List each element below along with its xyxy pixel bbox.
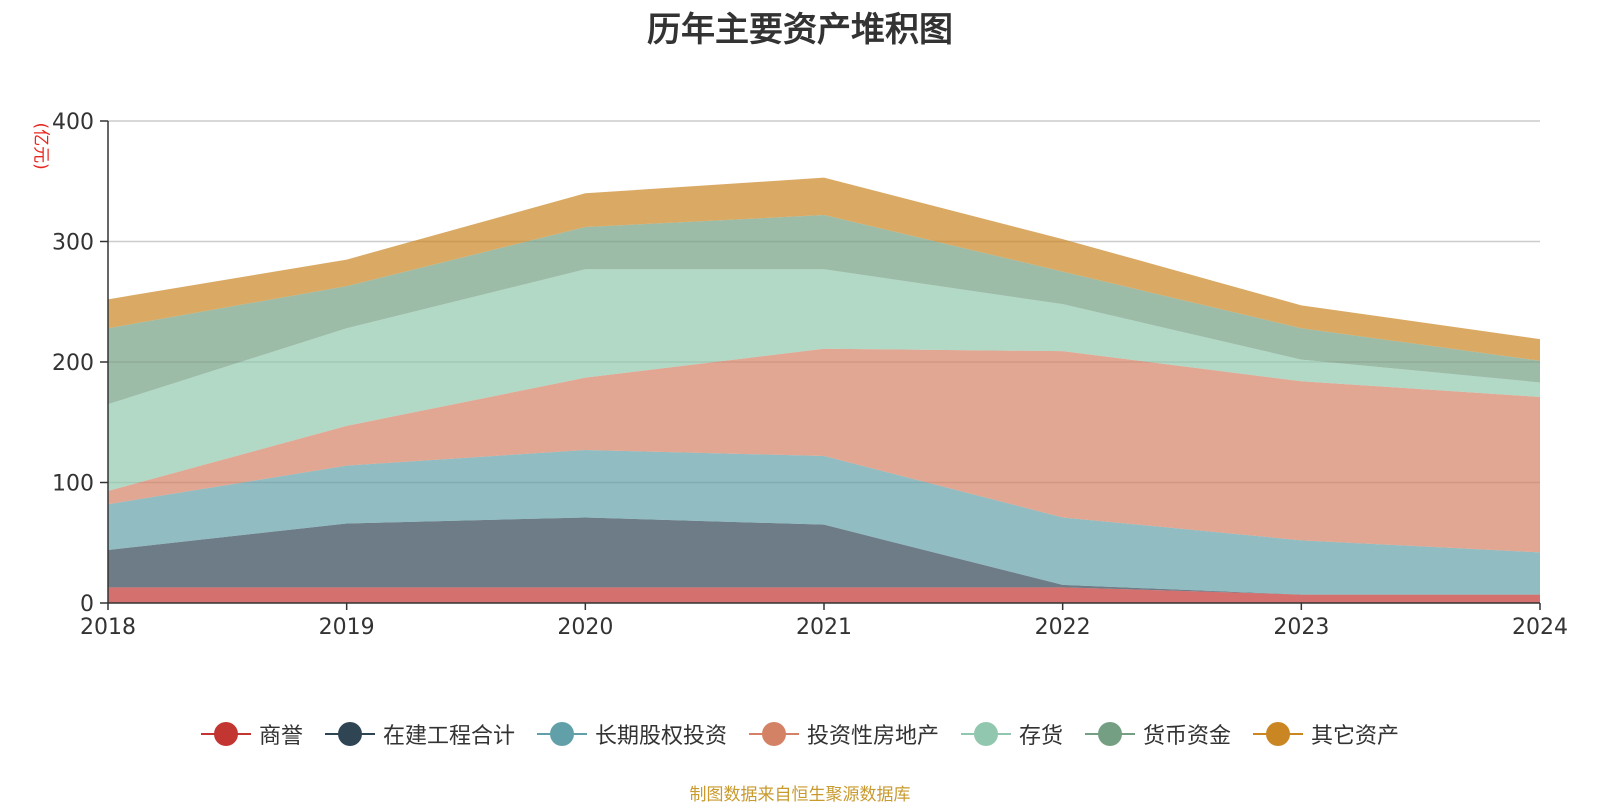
legend-label: 在建工程合计 [382,724,515,749]
legend-marker-icon [1085,722,1136,746]
chart-title: 历年主要资产堆积图 [647,10,953,50]
area-2-在建工程合计[interactable] [108,517,1540,595]
x-axis-ticks: 2018 2019 2020 2021 2022 2023 2024 [80,603,1568,640]
data-source-note: 制图数据来自恒生聚源数据库 [689,785,911,805]
legend-label: 存货 [1019,724,1064,749]
legend-item-5[interactable]: 存货 [961,718,1063,750]
legend-label: 商誉 [258,724,303,749]
area-7-其它资产[interactable] [108,177,1540,361]
area-series-group [108,177,1540,603]
y-tick-label-200: 200 [52,351,94,376]
legend-marker-icon [200,722,251,746]
area-6-货币资金[interactable] [108,214,1540,405]
x-tick-label-2021: 2021 [796,615,852,640]
legend-item-2[interactable]: 在建工程合计 [324,718,515,750]
y-tick-label-400: 400 [52,110,94,135]
x-tick-label-2024: 2024 [1512,615,1568,640]
y-tick-label-100: 100 [52,472,94,497]
legend-item-7[interactable]: 其它资产 [1253,718,1399,750]
legend-marker-icon [748,722,799,746]
legend-marker-icon [1253,722,1304,746]
x-tick-label-2020: 2020 [557,615,613,640]
legend-label: 货币资金 [1143,724,1232,749]
legend-item-4[interactable]: 投资性房地产 [748,718,939,750]
y-tick-label-300: 300 [52,231,94,256]
legend-item-3[interactable]: 长期股权投资 [536,718,727,750]
legend: 商誉 在建工程合计 长期股权投资 投资性房地产 存货 货币资金 其它资产 [0,718,1600,750]
area-3-长期股权投资[interactable] [108,449,1540,595]
x-tick-label-2018: 2018 [80,615,136,640]
x-tick-label-2022: 2022 [1035,615,1091,640]
y-tick-label-0: 0 [80,592,94,617]
area-1-商誉[interactable] [108,587,1540,603]
y-axis-ticks: 0 100 200 300 400 [52,110,108,617]
area-5-存货[interactable] [108,269,1540,491]
legend-label: 投资性房地产 [806,724,939,749]
legend-item-6[interactable]: 货币资金 [1085,718,1231,750]
legend-item-1[interactable]: 商誉 [200,718,303,750]
legend-marker-icon [324,722,375,746]
x-tick-label-2023: 2023 [1273,615,1329,640]
legend-marker-icon [961,722,1011,746]
area-4-投资性房地产[interactable] [108,348,1540,553]
legend-marker-icon [536,722,587,746]
legend-label: 其它资产 [1311,724,1400,749]
x-tick-label-2019: 2019 [319,615,375,640]
legend-label: 长期股权投资 [594,724,727,749]
